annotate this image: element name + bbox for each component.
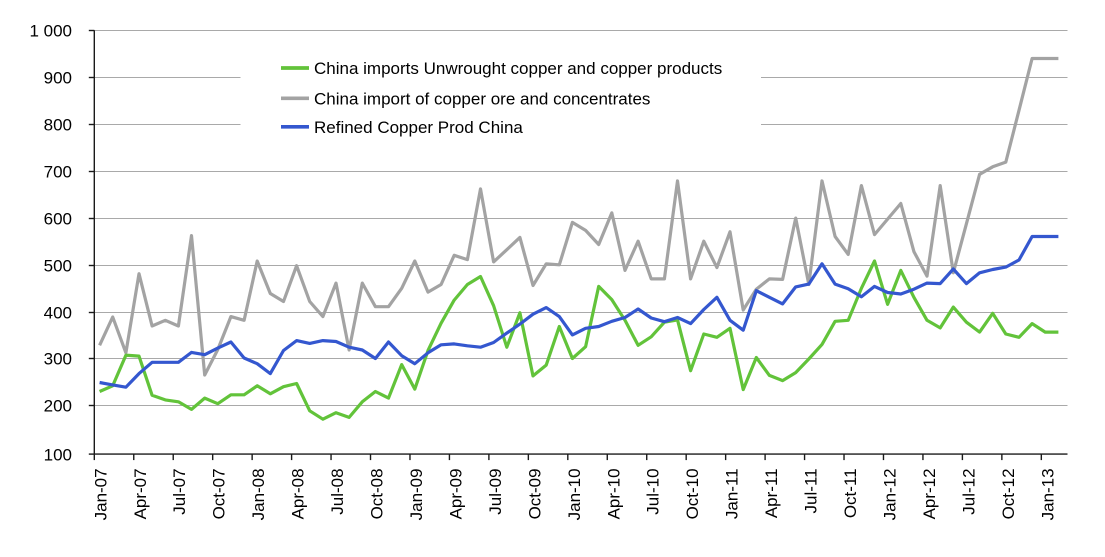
svg-text:Jan-10: Jan-10 <box>565 468 584 520</box>
svg-text:300: 300 <box>44 350 72 369</box>
svg-text:Oct-08: Oct-08 <box>368 468 387 519</box>
svg-text:Jan-09: Jan-09 <box>407 468 426 520</box>
svg-text:Jan-08: Jan-08 <box>249 468 268 520</box>
svg-text:Apr-10: Apr-10 <box>604 468 623 519</box>
svg-text:Apr-07: Apr-07 <box>131 468 150 519</box>
svg-text:900: 900 <box>44 69 72 88</box>
svg-text:Oct-11: Oct-11 <box>841 468 860 518</box>
svg-text:Oct-12: Oct-12 <box>999 468 1018 519</box>
svg-text:Jan-11: Jan-11 <box>723 468 742 519</box>
svg-text:Oct-10: Oct-10 <box>683 468 702 519</box>
svg-text:800: 800 <box>44 116 72 135</box>
svg-text:China import of copper ore and: China import of copper ore and concentra… <box>314 89 650 108</box>
svg-text:700: 700 <box>44 163 72 182</box>
svg-text:Apr-08: Apr-08 <box>289 468 308 519</box>
svg-text:Jul-08: Jul-08 <box>328 468 347 514</box>
svg-text:500: 500 <box>44 257 72 276</box>
svg-text:Jul-07: Jul-07 <box>170 468 189 514</box>
svg-text:Refined Copper Prod China: Refined Copper Prod China <box>314 118 523 137</box>
svg-text:Jan-07: Jan-07 <box>91 468 110 520</box>
svg-text:Apr-09: Apr-09 <box>446 468 465 519</box>
svg-text:Jan-12: Jan-12 <box>881 468 900 520</box>
svg-text:Jul-12: Jul-12 <box>959 468 978 514</box>
svg-text:Oct-09: Oct-09 <box>525 468 544 519</box>
svg-text:1 000: 1 000 <box>29 22 72 41</box>
svg-text:200: 200 <box>44 397 72 416</box>
svg-text:Oct-07: Oct-07 <box>210 468 229 519</box>
svg-text:Jul-10: Jul-10 <box>644 468 663 514</box>
svg-text:Jul-11: Jul-11 <box>802 468 821 513</box>
svg-text:China imports Unwrought copper: China imports Unwrought copper and coppe… <box>314 59 722 78</box>
svg-text:Jul-09: Jul-09 <box>486 468 505 514</box>
svg-text:Apr-12: Apr-12 <box>920 468 939 519</box>
svg-text:Apr-11: Apr-11 <box>762 468 781 518</box>
svg-text:100: 100 <box>44 445 72 464</box>
svg-text:Jan-13: Jan-13 <box>1038 468 1057 520</box>
svg-text:600: 600 <box>44 210 72 229</box>
svg-text:400: 400 <box>44 304 72 323</box>
